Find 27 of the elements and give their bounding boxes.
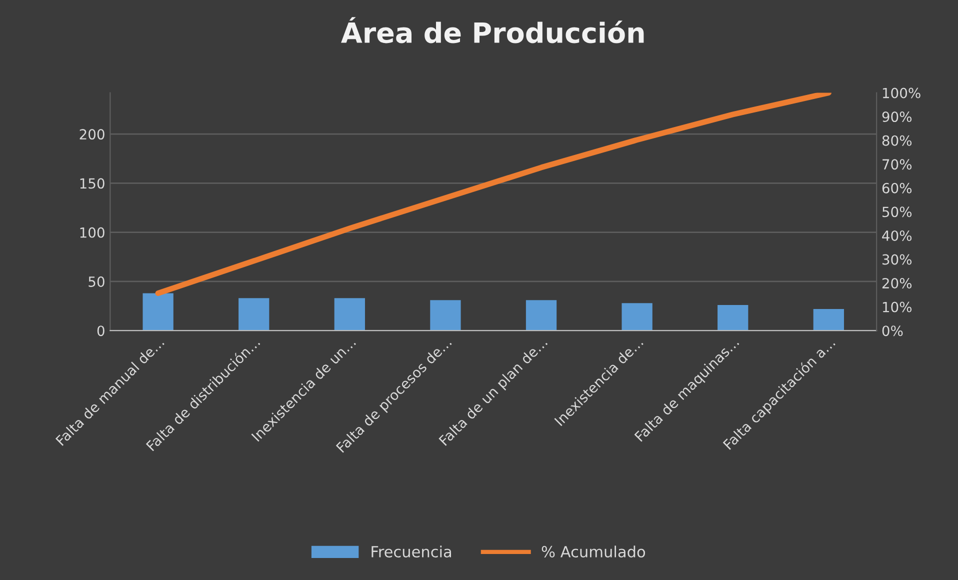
chart-title: Área de Producción <box>341 17 644 44</box>
y2-tick-label: 90% <box>882 112 912 122</box>
y-tick-label: 150 <box>80 178 104 189</box>
y2-tick-label: 60% <box>882 182 912 194</box>
bar <box>334 298 365 331</box>
bar <box>142 293 174 331</box>
y2-tick-label: 40% <box>882 230 912 241</box>
y2-tick-label: 30% <box>882 254 912 265</box>
bar <box>430 300 461 331</box>
y2-tick-label: 80% <box>882 135 912 146</box>
y2-tick-label: 100% <box>882 88 920 98</box>
y-tick-label: 100 <box>80 227 104 238</box>
bar <box>526 300 557 331</box>
legend-label: % Acumulado <box>542 546 646 558</box>
y-tick-label: 0 <box>97 326 104 336</box>
bar <box>813 308 844 331</box>
y2-tick-label: 20% <box>882 278 912 289</box>
y2-tick-label: 10% <box>882 302 912 312</box>
legend-label: Frecuencia <box>372 546 451 558</box>
bar <box>238 298 270 331</box>
y2-tick-label: 50% <box>882 206 912 218</box>
bar <box>718 305 748 331</box>
y2-tick-label: 70% <box>882 159 912 170</box>
y2-tick-label: 0% <box>882 326 903 336</box>
bar <box>622 303 652 331</box>
y-tick-label: 200 <box>80 129 104 140</box>
y-tick-label: 50 <box>88 276 104 287</box>
